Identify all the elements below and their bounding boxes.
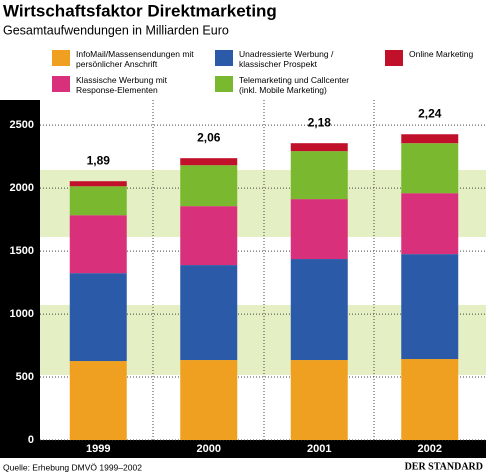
legend-swatch xyxy=(52,76,70,92)
bar-segment xyxy=(401,193,459,255)
bar-segment xyxy=(180,206,238,266)
source: Quelle: Erhebung DMVÖ 1999–2002 xyxy=(3,462,142,472)
bar-segment xyxy=(290,143,348,152)
bar-segment xyxy=(401,134,459,144)
y-tick-label: 2500 xyxy=(10,119,34,131)
bar-segment xyxy=(290,259,348,361)
legend-swatch xyxy=(385,50,403,66)
bar-segment xyxy=(69,186,127,216)
publisher: DER STANDARD xyxy=(405,461,483,472)
legend-swatch xyxy=(215,50,233,66)
y-tick-label: 2000 xyxy=(10,182,34,194)
legend-label: Telemarketing und Callcenter (inkl. Mobi… xyxy=(239,75,350,95)
y-tick-label: 1500 xyxy=(10,245,34,257)
bar-total-label: 1,89 xyxy=(87,153,111,167)
bar-segment xyxy=(180,165,238,207)
bar-segment xyxy=(401,143,459,194)
legend-label: Unadressierte Werbung / klassischer Pros… xyxy=(239,49,334,69)
bar-segment xyxy=(401,359,459,440)
legend-swatch xyxy=(215,76,233,92)
bar-segment xyxy=(69,361,127,440)
y-tick-label: 0 xyxy=(28,434,34,446)
bar-segment xyxy=(290,151,348,200)
bar-segment xyxy=(69,181,127,187)
bar-total-label: 2,24 xyxy=(418,106,442,120)
y-tick-label: 500 xyxy=(16,371,34,383)
bar-segment xyxy=(290,360,348,440)
axis-strip xyxy=(0,100,40,458)
bar-segment xyxy=(180,265,238,361)
category-strip xyxy=(0,440,486,458)
legend-label: InfoMail/Massensendungen mit persönliche… xyxy=(76,49,194,69)
x-tick-label: 2000 xyxy=(197,443,221,455)
legend-label: Online Marketing xyxy=(409,49,474,59)
bar-segment xyxy=(401,254,459,360)
x-tick-label: 2001 xyxy=(307,443,331,455)
legend-swatch xyxy=(52,50,70,66)
chart-title: Wirtschaftsfaktor Direktmarketing xyxy=(3,1,277,20)
legend-label: Klassische Werbung mit Response-Elemente… xyxy=(76,75,168,95)
bar-segment xyxy=(69,215,127,274)
x-tick-label: 2002 xyxy=(418,443,442,455)
chart-subtitle: Gesamtaufwendungen in Milliarden Euro xyxy=(3,23,229,37)
bar-segment xyxy=(180,360,238,440)
bar-segment xyxy=(290,199,348,260)
bar-segment xyxy=(69,273,127,362)
bar-total-label: 2,06 xyxy=(197,130,221,144)
bar-total-label: 2,18 xyxy=(308,115,332,129)
y-tick-label: 1000 xyxy=(10,308,34,320)
bar-segment xyxy=(180,158,238,166)
x-tick-label: 1999 xyxy=(86,443,110,455)
